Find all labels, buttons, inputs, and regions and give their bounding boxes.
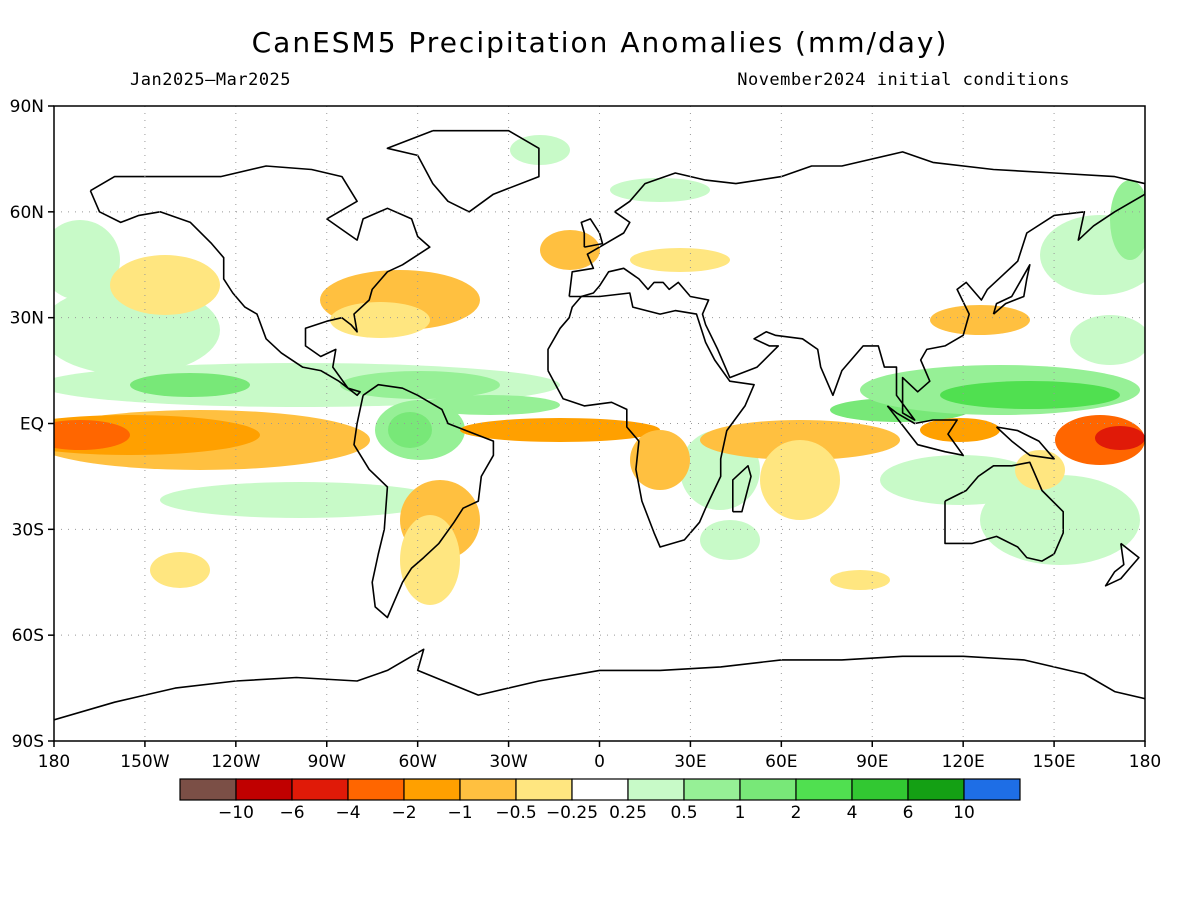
dry-anomaly-east-china-sea	[930, 305, 1030, 335]
wet-anomaly-amazon-core	[388, 412, 432, 448]
colorbar-swatch	[291, 778, 349, 801]
colorbar-swatch	[571, 778, 629, 801]
colorbar-label: −10	[218, 803, 254, 823]
coast-japan	[992, 263, 1031, 315]
colorbar-swatch	[235, 778, 293, 801]
coast-south-america	[353, 383, 495, 619]
colorbar-swatch	[459, 778, 517, 801]
lat-tick-label: 30S	[12, 520, 44, 540]
wet-anomaly-greenland	[510, 135, 570, 165]
map-title: CanESM5 Precipitation Anomalies (mm/day)	[251, 26, 949, 59]
dry-anomaly-indian-south	[830, 570, 890, 590]
lat-tick-label: 90S	[12, 732, 44, 752]
colorbar-label: 0.5	[670, 803, 697, 823]
dry-anomaly-dateline-core	[1095, 426, 1145, 450]
colorbar-label: −0.25	[546, 803, 598, 823]
colorbar-swatch	[627, 778, 685, 801]
lon-tick-label: 60E	[765, 752, 797, 772]
axis-ticks: 180 150W 120W 90W 60W 30W 0 30E 60E 90E 120E 150E 18…	[10, 97, 1162, 772]
lon-tick-label: 180	[38, 752, 70, 772]
wet-anomaly-scandinavia	[610, 178, 710, 202]
lon-tick-label: 180	[1129, 752, 1161, 772]
dry-anomaly-argentina	[400, 515, 460, 605]
wet-anomaly-caribbean	[340, 371, 500, 399]
anomaly-shading	[54, 135, 1145, 605]
coast-uk	[580, 218, 604, 248]
initial-conditions: November2024 initial conditions	[737, 70, 1070, 90]
coast-new-zealand	[1104, 542, 1140, 587]
lon-tick-label: 90E	[856, 752, 888, 772]
colorbar-label: 0.25	[609, 803, 647, 823]
dry-anomaly-dateline-east	[54, 420, 130, 450]
colorbar: −10 −6 −4 −2 −1 −0.5 −0.25 0.25 0.5 1 2 4 6 10	[179, 778, 1021, 823]
coast-madagascar	[731, 464, 752, 513]
wet-anomaly-gulf-of-alaska	[54, 220, 120, 300]
colorbar-swatch	[347, 778, 405, 801]
lat-tick-label: 60N	[10, 203, 44, 223]
lat-tick-label: 30N	[10, 309, 44, 329]
lat-tick-label: EQ	[20, 415, 44, 435]
colorbar-label: −2	[391, 803, 416, 823]
lat-tick-label: 60S	[12, 626, 44, 646]
wet-anomaly-madagascar	[700, 520, 760, 560]
wet-anomaly-south-pacific	[160, 482, 440, 518]
dry-anomaly-maritime	[920, 418, 1000, 442]
lon-tick-label: 90W	[308, 752, 347, 772]
wet-anomaly-itcz-pacific	[130, 373, 250, 397]
wet-anomaly-central-pacific	[1070, 315, 1145, 365]
lon-tick-label: 30W	[489, 752, 528, 772]
coast-indonesia	[886, 405, 965, 457]
colorbar-label: 6	[903, 803, 914, 823]
lon-tick-label: 0	[594, 752, 605, 772]
lon-tick-label: 120W	[211, 752, 260, 772]
wet-anomaly-bering	[1110, 180, 1145, 260]
lon-tick-label: 120E	[942, 752, 985, 772]
colorbar-swatch	[963, 778, 1021, 801]
wet-anomaly-west-pacific-core	[940, 381, 1120, 409]
colorbar-label: −6	[279, 803, 304, 823]
colorbar-swatch	[795, 778, 853, 801]
dry-anomaly-ne-pacific	[110, 255, 220, 315]
colorbar-swatch	[515, 778, 573, 801]
forecast-period: Jan2025—Mar2025	[130, 70, 292, 90]
lon-tick-label: 150E	[1032, 752, 1075, 772]
lon-tick-label: 60W	[398, 752, 437, 772]
lon-tick-label: 30E	[674, 752, 706, 772]
colorbar-label: −4	[335, 803, 360, 823]
dry-anomaly-mediterranean	[630, 248, 730, 272]
wet-anomaly-atlantic-itcz	[420, 395, 560, 415]
map-field	[54, 106, 1145, 741]
coast-north-america	[89, 165, 431, 397]
coast-australia	[944, 461, 1064, 562]
colorbar-label: −1	[447, 803, 472, 823]
colorbar-swatch	[179, 778, 237, 801]
lat-tick-label: 90N	[10, 97, 44, 117]
colorbar-label: 1	[735, 803, 746, 823]
dry-anomaly-indian-central	[760, 440, 840, 520]
dry-anomaly-southern-africa	[630, 430, 690, 490]
wet-anomaly-australia-east	[980, 475, 1140, 565]
coast-africa	[547, 292, 755, 548]
dry-anomaly-north-australia	[1015, 450, 1065, 490]
gridlines	[54, 106, 1145, 741]
lon-tick-label: 150W	[120, 752, 169, 772]
coast-greenland	[386, 129, 540, 213]
wet-anomaly-indian-south	[880, 455, 1040, 505]
colorbar-swatch	[907, 778, 965, 801]
colorbar-label: 2	[791, 803, 802, 823]
coast-antarctica	[54, 648, 1145, 721]
colorbar-swatch	[851, 778, 909, 801]
colorbar-label: −0.5	[495, 803, 536, 823]
colorbar-swatch	[739, 778, 797, 801]
colorbar-swatch	[683, 778, 741, 801]
coast-new-guinea	[995, 426, 1055, 460]
colorbar-label: 4	[847, 803, 858, 823]
colorbar-label: 10	[953, 803, 975, 823]
colorbar-swatch	[403, 778, 461, 801]
dry-anomaly-south-pacific-east	[150, 552, 210, 588]
